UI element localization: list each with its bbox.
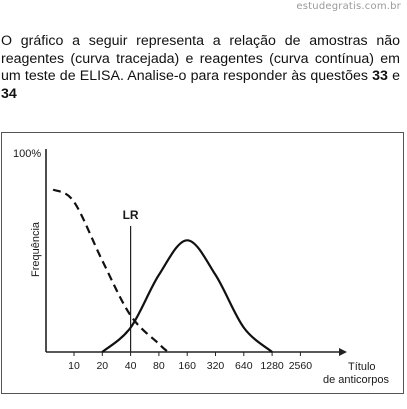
y-top-label: 100% <box>13 148 41 160</box>
x-tick-label: 10 <box>68 360 80 372</box>
question-connector: e <box>387 68 400 84</box>
x-tick-group <box>73 352 301 356</box>
non-reactive-curve <box>52 188 169 353</box>
x-tick-label: 80 <box>153 360 165 372</box>
x-tick-label: 40 <box>125 360 137 372</box>
x-tick-label: 20 <box>96 360 108 372</box>
x-tick-labels: 10 20 40 80 160 320 640 1280 2560 <box>68 360 312 372</box>
x-tick-label: 320 <box>207 360 225 372</box>
y-axis-label: Frequência <box>30 221 42 277</box>
x-tick-label: 160 <box>178 360 196 372</box>
x-tick-label: 2560 <box>289 360 313 372</box>
lr-label: LR <box>123 208 139 222</box>
question-number-1: 33 <box>372 68 388 84</box>
watermark: estudegratis.com.br <box>296 1 401 12</box>
elisa-chart: 100% Frequência 10 20 40 80 160 320 640 1280 256… <box>1 132 404 394</box>
x-axis-label-line2: de anticorpos <box>323 374 390 386</box>
x-tick-label: 1280 <box>260 360 284 372</box>
x-axis-arrow <box>339 348 347 356</box>
question-intro: O gráfico a seguir representa a relação … <box>1 33 400 84</box>
chart-svg: 100% Frequência 10 20 40 80 160 320 640 1280 256… <box>13 148 390 386</box>
question-text: O gráfico a seguir representa a relação … <box>1 33 400 103</box>
reactive-curve <box>101 239 273 353</box>
x-axis-label-line1: Título <box>348 361 376 373</box>
question-number-2: 34 <box>1 85 17 102</box>
x-tick-label: 640 <box>235 360 253 372</box>
